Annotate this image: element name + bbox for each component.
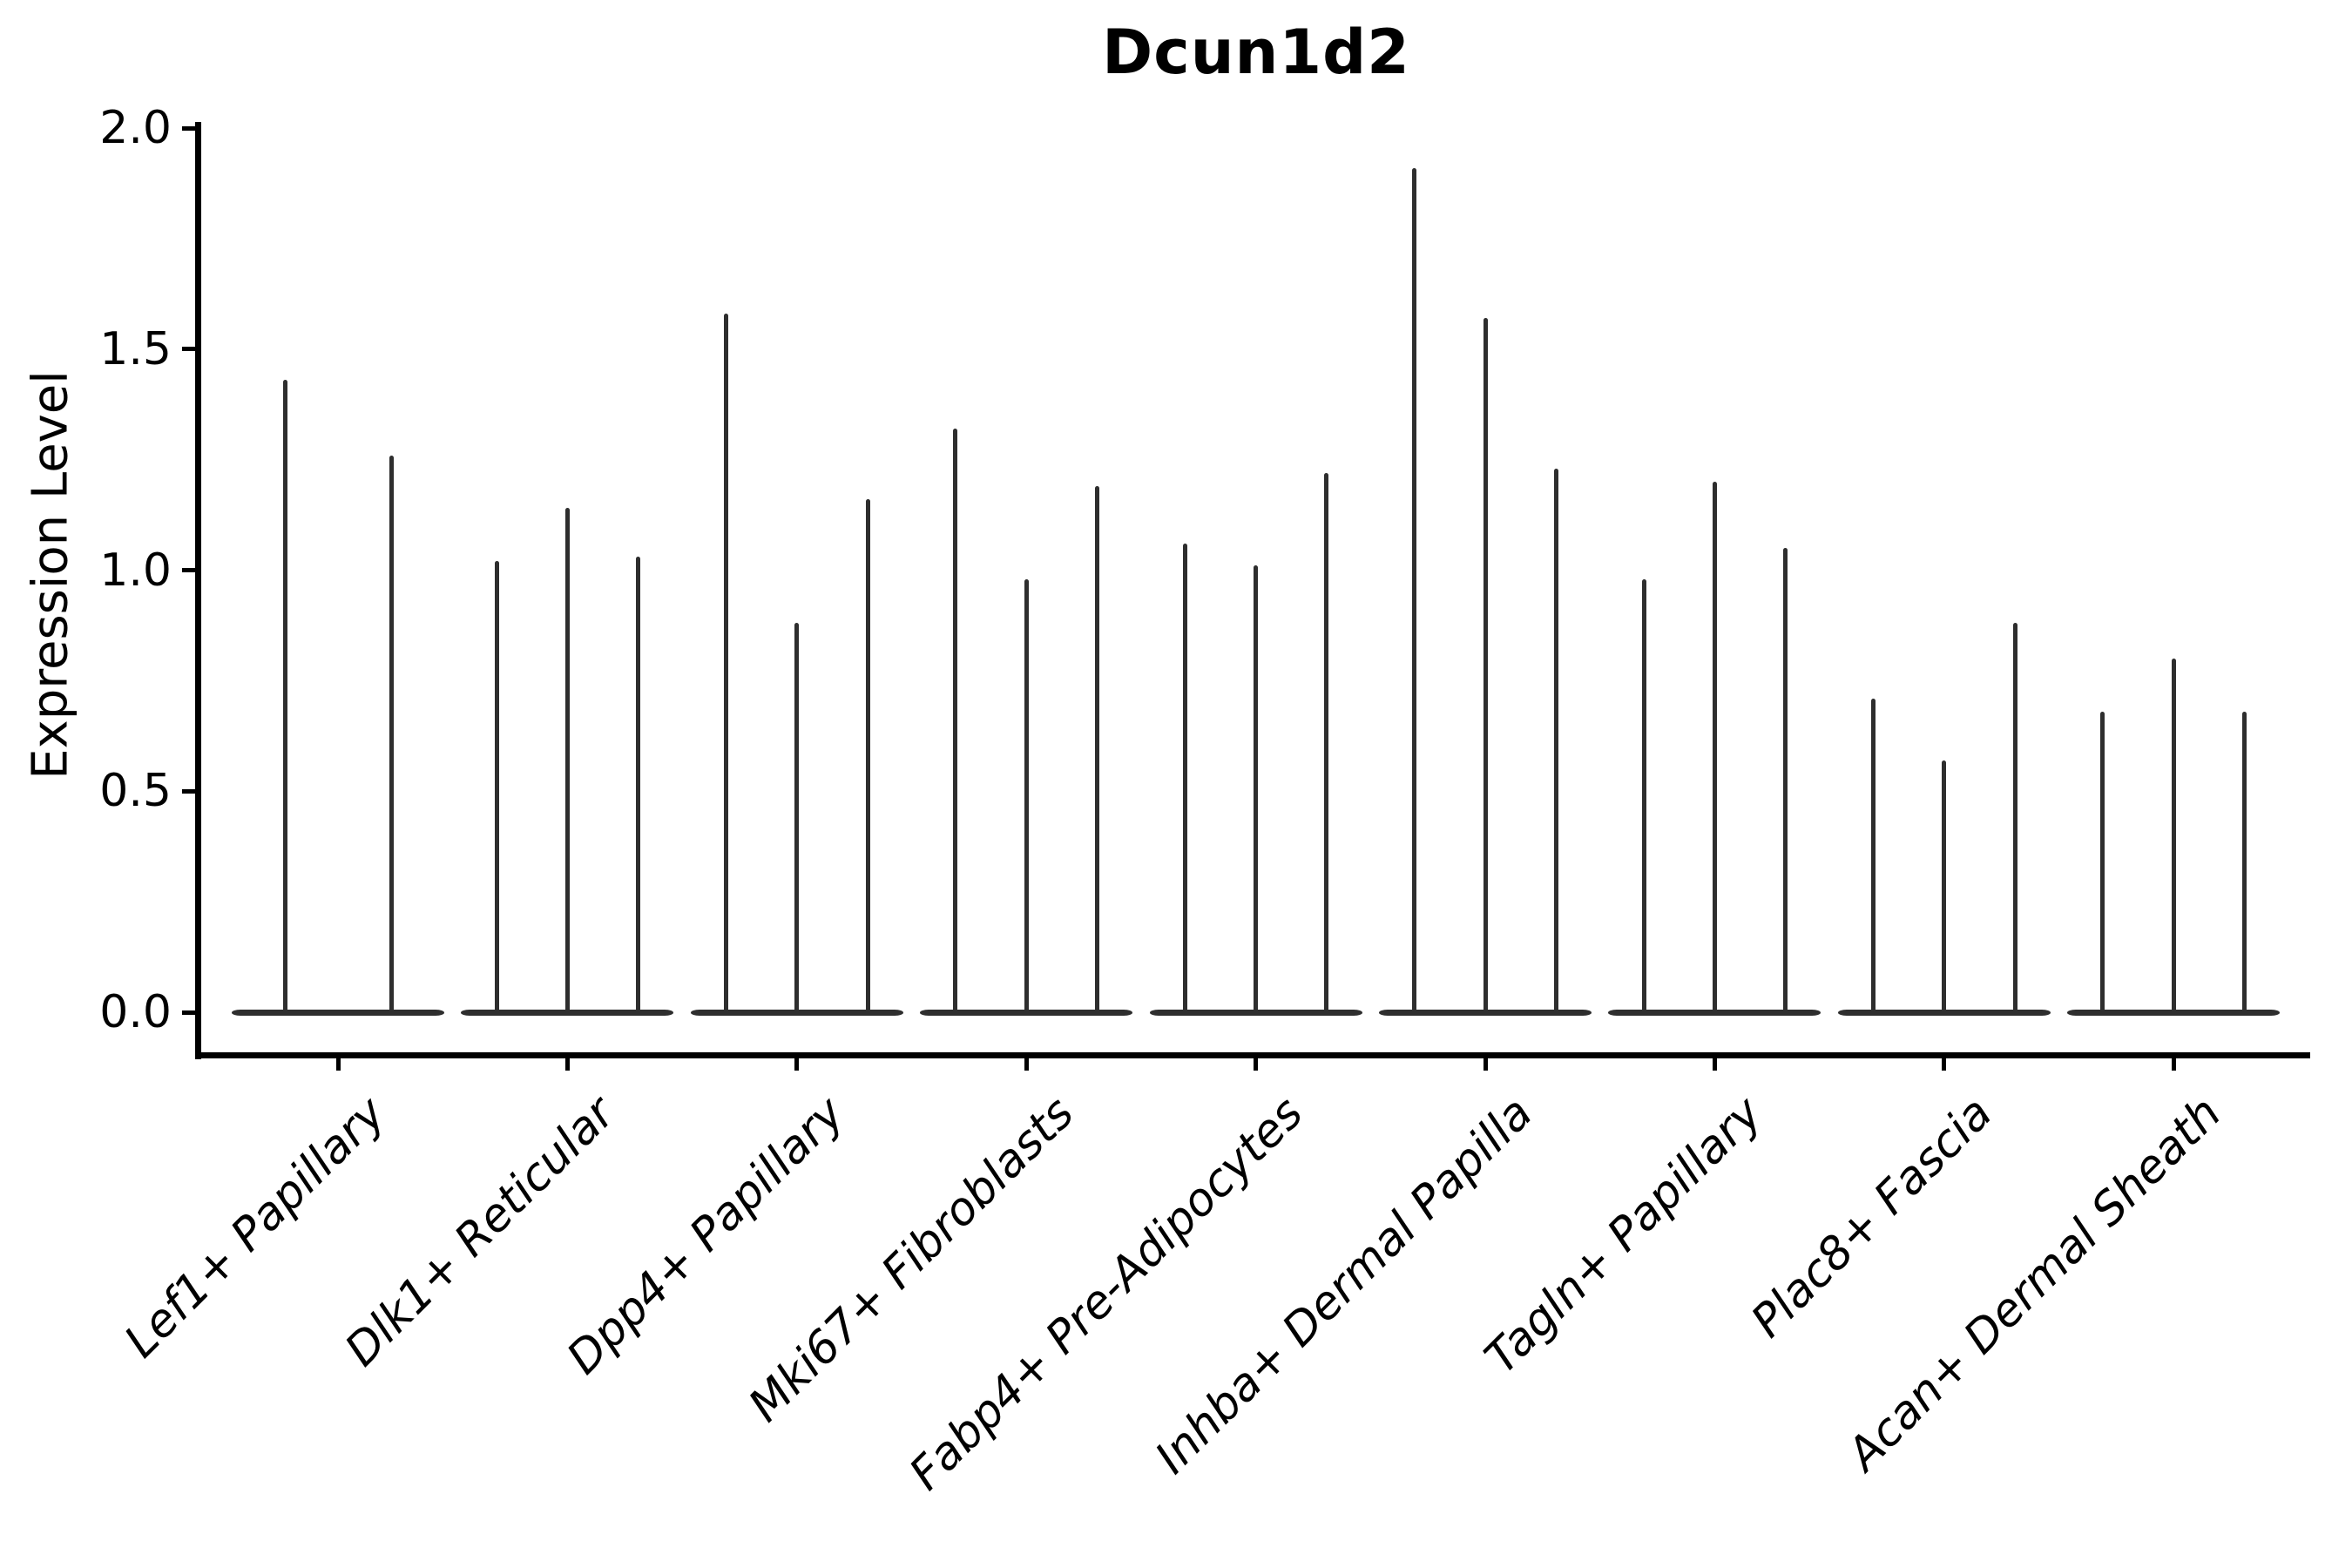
x-category-label: Acan+ Dermal Sheath <box>1837 1086 2232 1481</box>
x-tick <box>1483 1058 1488 1071</box>
violin-spike <box>1095 486 1100 1012</box>
x-tick <box>335 1058 341 1071</box>
violin-base <box>690 1009 903 1016</box>
violin-spike <box>865 499 870 1012</box>
x-tick <box>1942 1058 1947 1071</box>
violin-spike <box>953 429 958 1012</box>
violin-base <box>1608 1009 1821 1016</box>
y-axis-spine <box>195 122 201 1059</box>
x-tick <box>794 1058 800 1071</box>
x-axis-spine <box>195 1052 2310 1058</box>
y-tick <box>182 1010 195 1015</box>
violin-spike <box>1254 565 1259 1012</box>
y-tick-label: 0.0 <box>99 986 172 1038</box>
violin-spike <box>1641 578 1646 1012</box>
violin-spike <box>723 314 728 1012</box>
violin-spike <box>1712 482 1717 1012</box>
violin-base <box>1379 1009 1592 1016</box>
violin-spike <box>1783 548 1788 1012</box>
violin-spike <box>2242 711 2247 1012</box>
violin-spike <box>636 557 641 1012</box>
y-tick-label: 2.0 <box>99 102 172 154</box>
violin-spike <box>564 508 570 1012</box>
violin-spike <box>389 455 394 1012</box>
y-tick <box>182 568 195 572</box>
violin-spike <box>282 380 287 1012</box>
violin-base <box>461 1009 674 1016</box>
y-tick <box>182 347 195 352</box>
violin-spike <box>2171 659 2176 1012</box>
violin-spike <box>1412 167 1417 1012</box>
violin-spike <box>1942 760 1947 1012</box>
x-category-label: Fabp4+ Pre-Adipocytes <box>900 1086 1314 1501</box>
y-tick <box>182 125 195 131</box>
x-category-label: Plac8+ Fascia <box>1740 1086 2003 1348</box>
x-tick <box>1254 1058 1259 1071</box>
violin-spike <box>1024 578 1029 1012</box>
plot-title: Dcun1d2 <box>1102 17 1410 88</box>
violin-base <box>2067 1009 2281 1016</box>
violin-base <box>232 1009 444 1016</box>
violin-spike <box>1870 698 1876 1012</box>
violin-spike <box>794 623 800 1012</box>
violin-spike <box>1324 472 1329 1012</box>
x-tick <box>1712 1058 1717 1071</box>
x-category-label: Inhba+ Dermal Papilla <box>1146 1086 1544 1484</box>
y-tick-label: 1.5 <box>99 322 172 375</box>
violin-base <box>1149 1009 1362 1016</box>
violin-base <box>920 1009 1133 1016</box>
y-tick <box>182 788 195 794</box>
violin-base <box>1837 1009 2051 1016</box>
violin-spike <box>494 561 499 1012</box>
x-tick <box>564 1058 570 1071</box>
violin-spike <box>1553 468 1558 1012</box>
violin-spike <box>1483 318 1488 1012</box>
y-tick-label: 0.5 <box>99 765 172 818</box>
y-tick-label: 1.0 <box>99 544 172 597</box>
x-tick <box>2171 1058 2176 1071</box>
violin-spike <box>2012 623 2017 1012</box>
x-tick <box>1024 1058 1029 1071</box>
violin-spike <box>2100 711 2105 1012</box>
violin-spike <box>1182 544 1187 1012</box>
